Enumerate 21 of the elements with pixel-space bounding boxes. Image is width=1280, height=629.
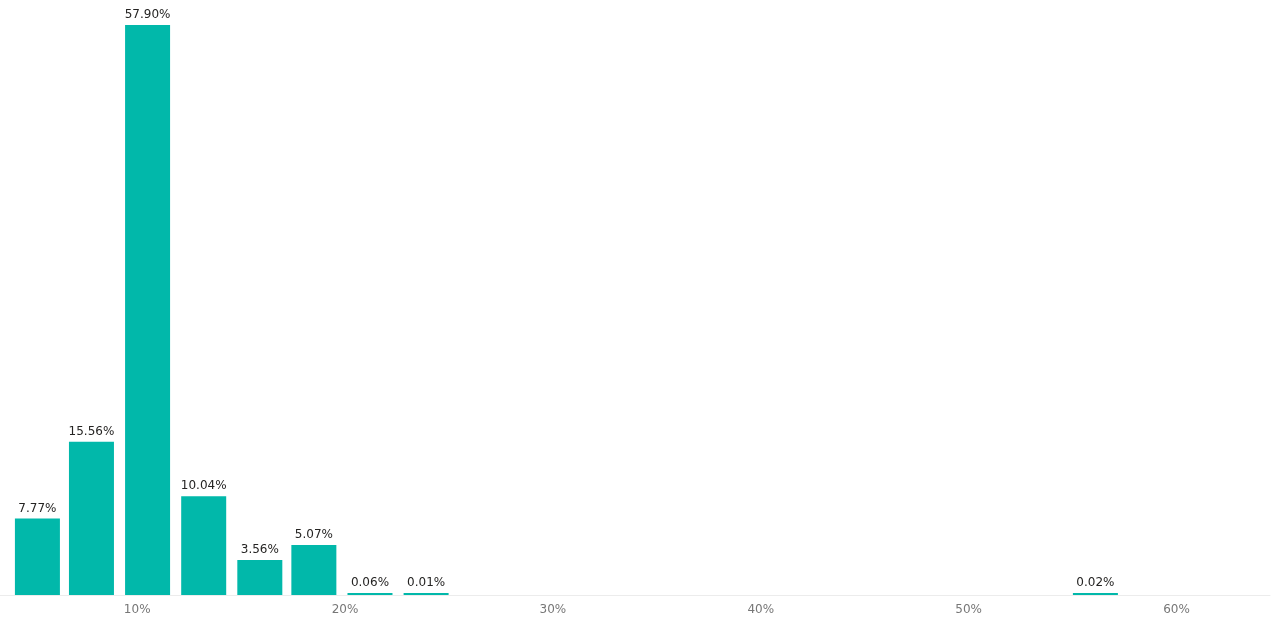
bar bbox=[237, 559, 283, 595]
bar bbox=[14, 518, 60, 595]
x-tick-label: 20% bbox=[331, 602, 359, 616]
data-label: 5.07% bbox=[294, 527, 333, 542]
data-label: 0.06% bbox=[350, 575, 390, 589]
data-label: 3.56% bbox=[240, 541, 279, 556]
x-tick-label: 50% bbox=[955, 602, 982, 616]
bar bbox=[125, 25, 171, 595]
x-tick-label: 30% bbox=[539, 602, 567, 616]
bar bbox=[68, 441, 114, 595]
data-label: 15.56% bbox=[68, 423, 115, 438]
data-label: 7.77% bbox=[18, 500, 57, 515]
data-label: 0.01% bbox=[407, 575, 446, 589]
bar bbox=[291, 545, 337, 595]
data-label: 10.04% bbox=[180, 478, 227, 493]
x-tick-label: 40% bbox=[747, 602, 775, 616]
data-label: 57.90% bbox=[124, 7, 171, 21]
data-label: 0.02% bbox=[1076, 575, 1115, 589]
x-tick-label: 10% bbox=[123, 602, 151, 616]
x-tick-label: 60% bbox=[1163, 602, 1190, 616]
bar bbox=[181, 496, 227, 595]
